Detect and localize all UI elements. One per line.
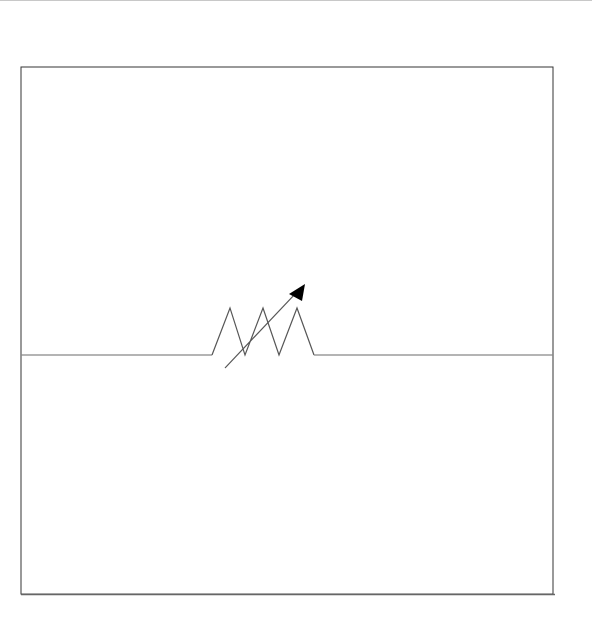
adjustment-arrow-shaft bbox=[224, 292, 297, 369]
adjustment-arrow-head bbox=[289, 284, 305, 301]
top-divider bbox=[0, 0, 592, 1]
frame-border bbox=[20, 66, 554, 595]
resistor-zigzag bbox=[211, 306, 315, 357]
